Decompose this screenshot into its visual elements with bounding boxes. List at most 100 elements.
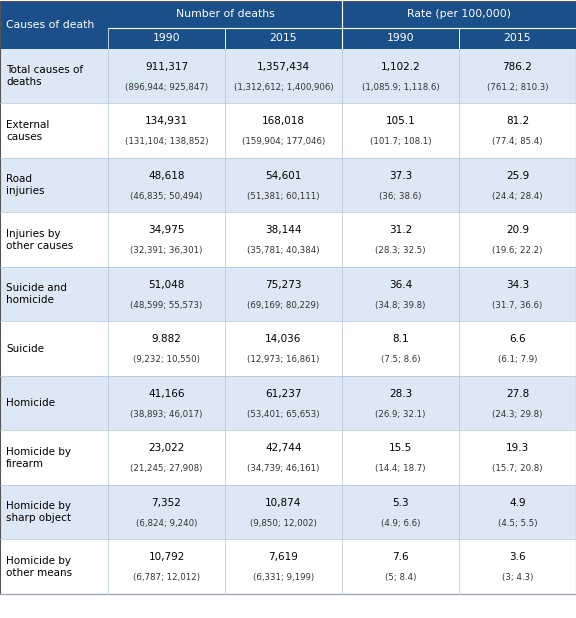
Text: 786.2: 786.2 — [503, 62, 532, 72]
Text: Total causes of
deaths: Total causes of deaths — [6, 66, 83, 87]
Text: Suicide: Suicide — [6, 344, 44, 353]
Text: 34,975: 34,975 — [148, 226, 185, 235]
Text: Road
injuries: Road injuries — [6, 174, 44, 197]
Text: 168,018: 168,018 — [262, 116, 305, 127]
Text: (35,781; 40,384): (35,781; 40,384) — [247, 246, 320, 255]
Text: 7.6: 7.6 — [392, 552, 409, 562]
Text: (4.9; 6.6): (4.9; 6.6) — [381, 519, 420, 528]
Text: (48,599; 55,573): (48,599; 55,573) — [130, 300, 203, 310]
Text: (19.6; 22.2): (19.6; 22.2) — [492, 246, 543, 255]
Text: 81.2: 81.2 — [506, 116, 529, 127]
Text: 27.8: 27.8 — [506, 389, 529, 399]
Text: (1,085.9; 1,118.6): (1,085.9; 1,118.6) — [362, 83, 439, 91]
Text: (101.7; 108.1): (101.7; 108.1) — [370, 137, 431, 146]
Text: 4.9: 4.9 — [509, 498, 526, 508]
Bar — [0, 321, 576, 376]
Text: 28.3: 28.3 — [389, 389, 412, 399]
Text: (34,739; 46,161): (34,739; 46,161) — [247, 464, 320, 473]
Text: 61,237: 61,237 — [266, 389, 302, 399]
Text: (14.4; 18.7): (14.4; 18.7) — [375, 464, 426, 473]
Text: 75,273: 75,273 — [266, 280, 302, 290]
Text: 105.1: 105.1 — [385, 116, 415, 127]
Text: 7,352: 7,352 — [151, 498, 181, 508]
Text: 7,619: 7,619 — [268, 552, 298, 562]
Text: 6.6: 6.6 — [509, 334, 526, 344]
Text: (46,835; 50,494): (46,835; 50,494) — [130, 192, 203, 201]
Text: (51,381; 60,111): (51,381; 60,111) — [247, 192, 320, 201]
Text: (21,245; 27,908): (21,245; 27,908) — [130, 464, 203, 473]
Text: 3.6: 3.6 — [509, 552, 526, 562]
Bar — [0, 158, 576, 213]
Text: Causes of death: Causes of death — [6, 20, 94, 30]
Bar — [0, 376, 576, 431]
Text: 36.4: 36.4 — [389, 280, 412, 290]
Text: 37.3: 37.3 — [389, 171, 412, 181]
Text: (28.3; 32.5): (28.3; 32.5) — [375, 246, 426, 255]
Text: (761.2; 810.3): (761.2; 810.3) — [487, 83, 548, 91]
Text: 2015: 2015 — [503, 33, 531, 43]
Text: (38,893; 46,017): (38,893; 46,017) — [130, 410, 203, 418]
Text: 20.9: 20.9 — [506, 226, 529, 235]
Text: 1990: 1990 — [386, 33, 414, 43]
Bar — [0, 213, 576, 267]
Bar — [0, 103, 576, 158]
Text: 51,048: 51,048 — [148, 280, 185, 290]
Text: 23,022: 23,022 — [148, 444, 185, 454]
Text: 54,601: 54,601 — [266, 171, 302, 181]
Text: (6.1; 7.9): (6.1; 7.9) — [498, 355, 537, 364]
Text: Suicide and
homicide: Suicide and homicide — [6, 283, 67, 305]
Text: (7.5; 8.6): (7.5; 8.6) — [381, 355, 420, 364]
Text: 1,102.2: 1,102.2 — [381, 62, 420, 72]
Text: 1,357,434: 1,357,434 — [257, 62, 310, 72]
Text: (896,944; 925,847): (896,944; 925,847) — [125, 83, 208, 91]
Bar — [0, 485, 576, 540]
Text: (4.5; 5.5): (4.5; 5.5) — [498, 519, 537, 528]
Text: (6,787; 12,012): (6,787; 12,012) — [133, 573, 200, 582]
Text: 134,931: 134,931 — [145, 116, 188, 127]
Text: (3; 4.3): (3; 4.3) — [502, 573, 533, 582]
Text: 41,166: 41,166 — [148, 389, 185, 399]
Text: Homicide by
firearm: Homicide by firearm — [6, 447, 71, 468]
Text: 25.9: 25.9 — [506, 171, 529, 181]
Text: (53,401; 65,653): (53,401; 65,653) — [247, 410, 320, 418]
Text: (1,312,612; 1,400,906): (1,312,612; 1,400,906) — [234, 83, 334, 91]
Text: (69,169; 80,229): (69,169; 80,229) — [248, 300, 320, 310]
Text: 31.2: 31.2 — [389, 226, 412, 235]
Bar — [0, 49, 576, 103]
Text: (5; 8.4): (5; 8.4) — [385, 573, 416, 582]
Text: (9,232; 10,550): (9,232; 10,550) — [133, 355, 200, 364]
Text: 5.3: 5.3 — [392, 498, 409, 508]
Text: (159,904; 177,046): (159,904; 177,046) — [242, 137, 325, 146]
Text: 19.3: 19.3 — [506, 444, 529, 454]
Text: 48,618: 48,618 — [148, 171, 185, 181]
Bar — [0, 28, 576, 49]
Text: (34.8; 39.8): (34.8; 39.8) — [376, 300, 426, 310]
Text: 8.1: 8.1 — [392, 334, 409, 344]
Text: 2015: 2015 — [270, 33, 297, 43]
Bar — [0, 540, 576, 594]
Text: (24.3; 29.8): (24.3; 29.8) — [492, 410, 543, 418]
Text: Homicide by
other means: Homicide by other means — [6, 556, 72, 578]
Text: Injuries by
other causes: Injuries by other causes — [6, 229, 73, 251]
Text: Number of deaths: Number of deaths — [176, 9, 274, 20]
Text: 911,317: 911,317 — [145, 62, 188, 72]
Bar — [0, 1, 576, 28]
Text: 42,744: 42,744 — [266, 444, 302, 454]
Text: (32,391; 36,301): (32,391; 36,301) — [130, 246, 203, 255]
Text: (9,850; 12,002): (9,850; 12,002) — [250, 519, 317, 528]
Text: (131,104; 138,852): (131,104; 138,852) — [125, 137, 209, 146]
Text: 34.3: 34.3 — [506, 280, 529, 290]
Bar — [0, 267, 576, 321]
Text: External
causes: External causes — [6, 120, 50, 142]
Text: (6,331; 9,199): (6,331; 9,199) — [253, 573, 314, 582]
Text: 9.882: 9.882 — [151, 334, 181, 344]
Text: (36; 38.6): (36; 38.6) — [380, 192, 422, 201]
Text: 38,144: 38,144 — [266, 226, 302, 235]
Text: (15.7; 20.8): (15.7; 20.8) — [492, 464, 543, 473]
Bar — [0, 1, 108, 49]
Text: (31.7, 36.6): (31.7, 36.6) — [492, 300, 543, 310]
Text: 14,036: 14,036 — [266, 334, 302, 344]
Text: (12,973; 16,861): (12,973; 16,861) — [247, 355, 320, 364]
Text: (24.4; 28.4): (24.4; 28.4) — [492, 192, 543, 201]
Text: (77.4; 85.4): (77.4; 85.4) — [492, 137, 543, 146]
